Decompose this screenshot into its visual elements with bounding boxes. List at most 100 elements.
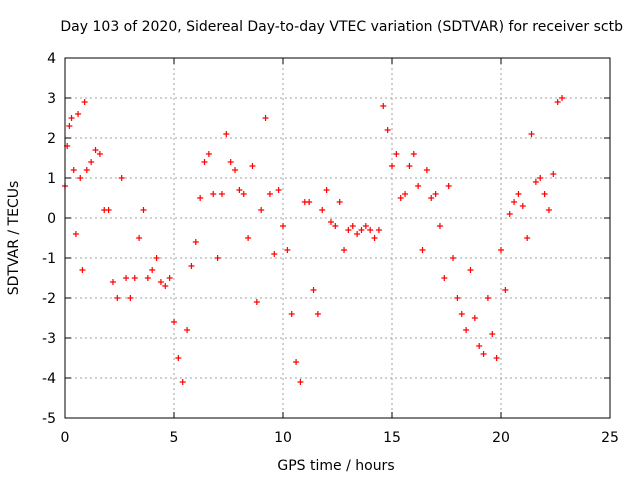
data-point bbox=[77, 175, 84, 181]
data-point bbox=[484, 295, 491, 301]
data-point bbox=[258, 207, 265, 213]
data-point bbox=[197, 195, 204, 201]
data-point bbox=[205, 151, 212, 157]
y-tick-label: 4 bbox=[47, 51, 56, 67]
data-point bbox=[96, 151, 103, 157]
y-tick-label: -2 bbox=[42, 291, 56, 307]
data-point bbox=[144, 275, 151, 281]
data-point bbox=[245, 235, 252, 241]
data-point bbox=[410, 151, 417, 157]
data-point bbox=[179, 379, 186, 385]
data-point bbox=[419, 247, 426, 253]
data-point bbox=[389, 163, 395, 169]
data-point bbox=[236, 187, 243, 193]
y-tick-label: -3 bbox=[42, 331, 56, 347]
y-tick-label: 2 bbox=[47, 131, 56, 147]
data-point bbox=[109, 279, 116, 285]
data-point bbox=[249, 163, 256, 169]
data-point bbox=[384, 127, 391, 133]
y-tick-label: -4 bbox=[42, 371, 56, 387]
x-tick-label: 0 bbox=[61, 430, 70, 446]
data-point bbox=[293, 359, 300, 365]
data-point bbox=[271, 251, 278, 257]
data-point bbox=[88, 159, 95, 165]
data-point bbox=[375, 227, 382, 233]
data-point bbox=[162, 283, 169, 289]
data-point bbox=[210, 191, 217, 197]
data-point bbox=[489, 331, 496, 337]
data-point bbox=[367, 227, 374, 233]
data-point bbox=[319, 207, 326, 213]
data-point bbox=[402, 191, 409, 197]
data-point bbox=[280, 223, 286, 229]
data-point bbox=[68, 115, 75, 121]
y-tick-label: 0 bbox=[47, 211, 56, 227]
data-point bbox=[136, 235, 143, 241]
data-points bbox=[62, 95, 566, 385]
data-point bbox=[149, 267, 156, 273]
data-point bbox=[166, 275, 173, 281]
data-point bbox=[476, 343, 483, 349]
data-point bbox=[406, 163, 413, 169]
data-point bbox=[288, 311, 295, 317]
data-point bbox=[218, 191, 225, 197]
data-point bbox=[123, 275, 130, 281]
data-point bbox=[184, 327, 191, 333]
data-point bbox=[393, 151, 400, 157]
data-point bbox=[284, 247, 291, 253]
plot-frame bbox=[64, 57, 611, 419]
data-point bbox=[554, 99, 561, 105]
data-point bbox=[227, 159, 234, 165]
y-tick-label: -5 bbox=[42, 411, 56, 427]
x-tick-label: 15 bbox=[383, 430, 401, 446]
data-point bbox=[214, 255, 221, 261]
data-point bbox=[336, 199, 343, 205]
data-point bbox=[458, 311, 465, 317]
data-point bbox=[450, 255, 457, 261]
data-point bbox=[72, 231, 79, 237]
data-point bbox=[480, 351, 487, 357]
data-point bbox=[171, 319, 177, 325]
data-point bbox=[441, 275, 448, 281]
data-point bbox=[528, 131, 535, 137]
data-point bbox=[83, 167, 90, 173]
data-point bbox=[432, 191, 439, 197]
data-point bbox=[266, 191, 273, 197]
data-point bbox=[81, 99, 88, 105]
data-point bbox=[380, 103, 387, 109]
data-point bbox=[515, 191, 522, 197]
data-point bbox=[153, 255, 160, 261]
axis-ticks: 0 5 10 15 20 25 -5 -4 -3 -2 -1 0 1 2 3 4 bbox=[42, 51, 619, 446]
data-point bbox=[140, 207, 147, 213]
data-point bbox=[323, 187, 330, 193]
data-point bbox=[188, 263, 195, 269]
data-point bbox=[428, 195, 435, 201]
x-tick-label: 20 bbox=[492, 430, 510, 446]
y-axis-label: SDTVAR / TECUs bbox=[6, 181, 22, 296]
data-point bbox=[66, 123, 73, 129]
x-tick-label: 25 bbox=[601, 430, 619, 446]
data-point bbox=[371, 235, 378, 241]
data-point bbox=[471, 315, 478, 321]
x-tick-label: 5 bbox=[170, 430, 179, 446]
data-point bbox=[131, 275, 138, 281]
data-point bbox=[157, 279, 164, 285]
data-point bbox=[493, 355, 500, 361]
data-point bbox=[240, 191, 247, 197]
data-point bbox=[75, 111, 82, 117]
data-point bbox=[349, 223, 356, 229]
data-point bbox=[306, 199, 313, 205]
data-point bbox=[506, 211, 513, 217]
y-tick-label: -1 bbox=[42, 251, 56, 267]
data-point bbox=[114, 295, 121, 301]
data-point bbox=[537, 175, 544, 181]
data-point bbox=[519, 203, 526, 209]
data-point bbox=[467, 267, 474, 273]
x-axis-label: GPS time / hours bbox=[277, 458, 394, 474]
data-point bbox=[358, 227, 365, 233]
data-point bbox=[559, 95, 566, 101]
data-point bbox=[92, 147, 99, 153]
data-point bbox=[314, 311, 321, 317]
data-point bbox=[332, 223, 339, 229]
